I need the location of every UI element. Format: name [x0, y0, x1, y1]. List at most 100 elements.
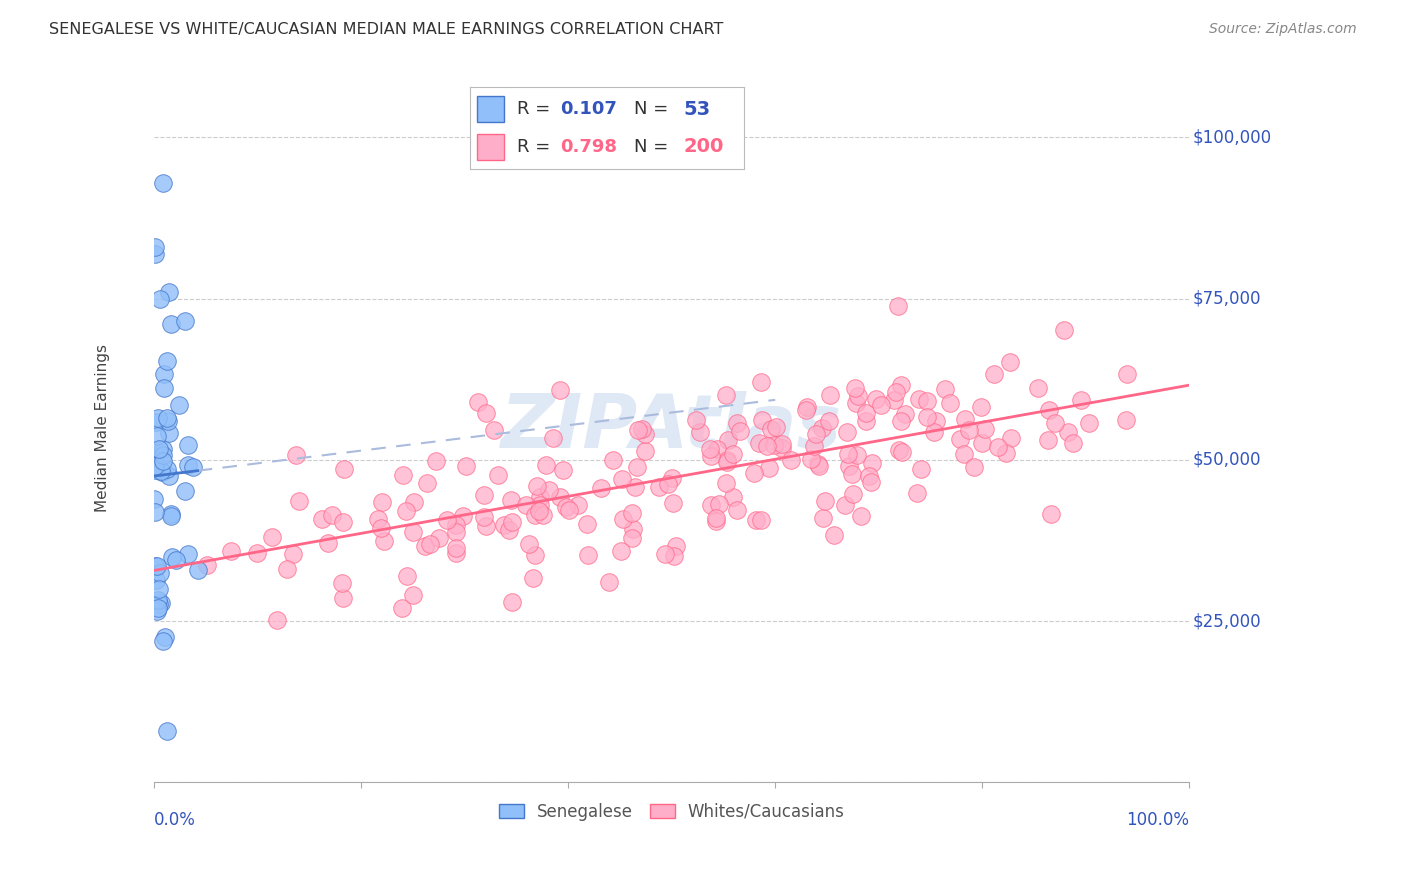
Point — [794, 402, 817, 417]
Point — [626, 459, 648, 474]
Point — [444, 525, 467, 540]
Point — [246, 546, 269, 560]
Point — [910, 462, 932, 476]
Point — [725, 416, 748, 430]
Point — [370, 521, 392, 535]
Point — [811, 511, 834, 525]
Point — [526, 479, 548, 493]
Point — [963, 460, 986, 475]
Point — [972, 436, 994, 450]
Point — [529, 498, 551, 512]
Point — [159, 317, 181, 331]
Point — [700, 449, 723, 463]
Point — [1070, 392, 1092, 407]
Point — [634, 427, 657, 442]
Point — [707, 497, 730, 511]
Text: SENEGALESE VS WHITE/CAUCASIAN MEDIAN MALE EARNINGS CORRELATION CHART: SENEGALESE VS WHITE/CAUCASIAN MEDIAN MAL… — [49, 22, 724, 37]
Point — [524, 508, 547, 523]
Point — [865, 392, 887, 406]
Point — [541, 431, 564, 445]
Point — [745, 513, 768, 527]
Point — [855, 414, 877, 428]
Point — [748, 436, 770, 450]
Point — [756, 438, 779, 452]
Point — [529, 490, 551, 504]
Point — [770, 441, 793, 455]
Point — [472, 510, 495, 524]
Point — [152, 442, 174, 457]
Point — [515, 499, 537, 513]
Point — [482, 423, 505, 437]
Point — [1043, 416, 1066, 430]
Point — [333, 462, 356, 476]
Point — [800, 451, 823, 466]
Point — [576, 517, 599, 532]
Point — [806, 457, 828, 471]
Point — [155, 631, 177, 645]
Point — [177, 547, 200, 561]
Point — [534, 458, 557, 472]
Point — [915, 393, 938, 408]
Point — [519, 537, 541, 551]
Point — [145, 428, 167, 442]
Point — [838, 459, 860, 474]
Point — [685, 413, 707, 427]
Point — [610, 471, 633, 485]
Point — [994, 446, 1017, 460]
Point — [706, 442, 728, 457]
Point — [889, 442, 911, 457]
Point — [522, 571, 544, 585]
Point — [427, 531, 450, 545]
Point — [531, 508, 554, 523]
Point — [148, 442, 170, 456]
Point — [925, 414, 948, 428]
Point — [148, 592, 170, 607]
Point — [915, 410, 938, 425]
Point — [939, 396, 962, 410]
Point — [728, 425, 751, 439]
Point — [499, 492, 522, 507]
Point — [870, 398, 893, 412]
Point — [851, 509, 873, 524]
Legend: Senegalese, Whites/Caucasians: Senegalese, Whites/Caucasians — [492, 796, 852, 828]
Point — [780, 452, 803, 467]
Point — [402, 588, 425, 602]
Point — [454, 458, 477, 473]
Point — [402, 524, 425, 539]
Text: $50,000: $50,000 — [1192, 451, 1261, 469]
Point — [610, 544, 633, 558]
Point — [475, 519, 498, 533]
Point — [845, 448, 868, 462]
Point — [884, 385, 907, 400]
Point — [665, 539, 688, 553]
Point — [395, 504, 418, 518]
Point — [167, 398, 190, 412]
Point — [706, 514, 728, 528]
Point — [890, 414, 912, 428]
Point — [835, 425, 858, 440]
Point — [288, 494, 311, 508]
Point — [804, 426, 827, 441]
Point — [475, 406, 498, 420]
Point — [858, 469, 880, 483]
Point — [529, 504, 551, 518]
Point — [657, 477, 679, 491]
Point — [145, 462, 167, 476]
Point — [150, 465, 173, 479]
Point — [311, 512, 333, 526]
Point — [548, 490, 571, 504]
Point — [159, 509, 181, 524]
Point — [834, 498, 856, 512]
Point — [654, 547, 676, 561]
Point — [143, 239, 166, 253]
Point — [846, 389, 869, 403]
Point — [953, 447, 976, 461]
Point — [551, 463, 574, 477]
Point — [492, 518, 515, 533]
Point — [436, 512, 458, 526]
Point — [621, 522, 644, 536]
Point — [598, 575, 620, 590]
Point — [648, 480, 671, 494]
Point — [1026, 381, 1049, 395]
Point — [413, 539, 436, 553]
